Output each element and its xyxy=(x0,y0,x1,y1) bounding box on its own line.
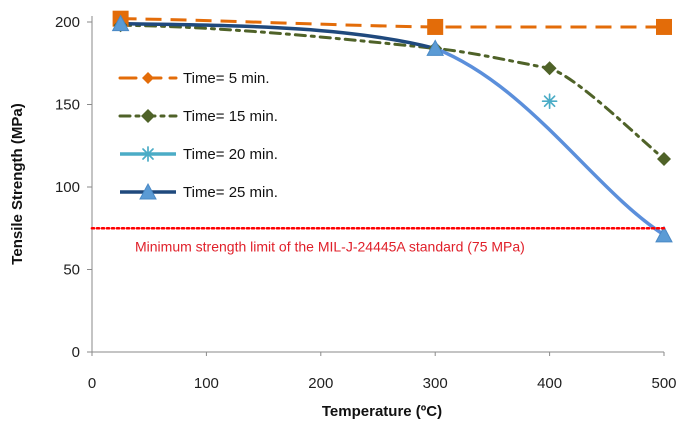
y-tick-label-2: 100 xyxy=(55,179,80,196)
threshold-label: Minimum strength limit of the MIL-J-2444… xyxy=(135,238,525,254)
x-axis-title: Temperature (ºC) xyxy=(322,403,442,420)
x-tick-label-4: 400 xyxy=(537,375,562,392)
legend-marker-time-25 xyxy=(139,182,157,200)
x-tick-label-1: 100 xyxy=(194,375,219,392)
y-tick-label-3: 150 xyxy=(55,97,80,114)
x-tick-label-2: 200 xyxy=(308,375,333,392)
legend-label-time-25: Time= 25 min. xyxy=(183,184,278,201)
legend-marker-time-15 xyxy=(141,109,155,123)
series-time-25-marker-2 xyxy=(655,225,673,243)
legend-label-time-5: Time= 5 min. xyxy=(183,70,270,87)
series-line-time-25-segment-2 xyxy=(433,46,666,237)
y-tick-label-1: 50 xyxy=(63,262,80,279)
y-tick-label-0: 0 xyxy=(72,344,80,361)
series-line-time-25-segment-1 xyxy=(118,21,437,51)
legend-marker-time-20 xyxy=(140,146,156,162)
annotation-layer: Minimum strength limit of the MIL-J-2444… xyxy=(90,226,668,254)
x-tick-label-3: 300 xyxy=(423,375,448,392)
y-tick-label-4: 200 xyxy=(55,14,80,31)
series-time-25-marker-0 xyxy=(111,14,130,32)
series-time-15-marker-2 xyxy=(542,61,557,76)
tick-layer: 0 100 200 300 400 500 0 50 100 150 200 xyxy=(55,14,677,392)
series-layer xyxy=(111,10,673,243)
series-time-15-marker-3 xyxy=(657,151,671,166)
legend-label-time-20: Time= 20 min. xyxy=(183,146,278,163)
series-time-5-marker-2 xyxy=(656,18,672,35)
series-time-25-marker-1 xyxy=(426,39,445,56)
series-line-time-15 xyxy=(119,23,666,161)
series-time-20-marker-0 xyxy=(541,93,558,110)
series-line-time-5 xyxy=(120,17,664,29)
legend-marker-time-5 xyxy=(142,72,154,84)
x-tick-label-5: 500 xyxy=(651,375,676,392)
y-axis-title: Tensile Strength (MPa) xyxy=(9,103,26,264)
series-time-5-marker-1 xyxy=(427,18,444,35)
legend-label-time-15: Time= 15 min. xyxy=(183,108,278,125)
x-tick-label-0: 0 xyxy=(88,375,96,392)
axes-layer xyxy=(91,16,664,353)
legend: Time= 5 min. Time= 15 min. Time= 20 min. Ti… xyxy=(118,70,278,201)
